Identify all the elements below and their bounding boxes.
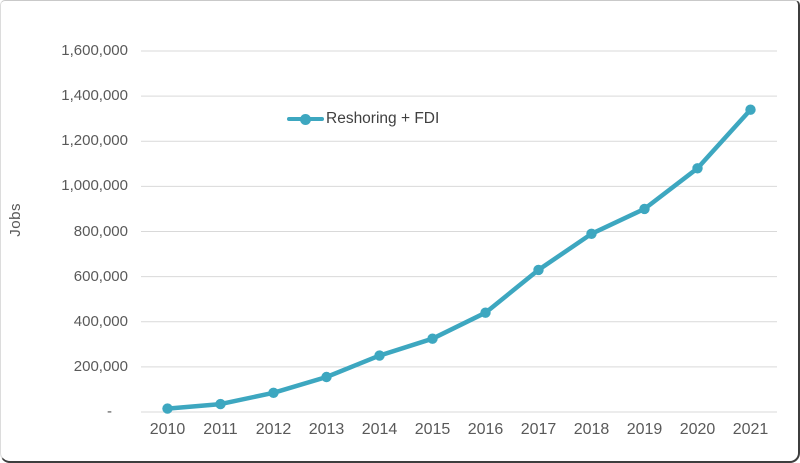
y-tick-label: 600,000 [73,267,128,285]
x-tick-label: 2013 [308,421,345,438]
x-tick-label: 2011 [203,421,238,438]
x-tick-label: 2019 [626,421,663,438]
x-tick-label: 2021 [732,421,769,438]
y-axis-title: Jobs [7,203,24,237]
x-tick-label: 2010 [149,421,186,438]
y-tick-label: 1,400,000 [61,87,128,105]
y-tick-label: 1,600,000 [61,42,128,59]
data-point-marker [639,203,650,215]
y-tick-label: 1,200,000 [61,132,128,150]
x-tick-label: 2018 [573,421,610,438]
legend-marker-icon [300,113,311,125]
legend-series-label: Reshoring + FDI [326,110,440,127]
legend: Reshoring + FDI [287,108,439,130]
data-point-marker [533,264,544,276]
x-tick-label: 2015 [414,421,451,438]
y-tick-label: 200,000 [73,357,128,375]
x-tick-label: 2012 [255,421,292,438]
y-tick-label: 400,000 [73,312,128,330]
x-tick-label: 2017 [520,421,557,438]
legend-line-icon [287,113,324,125]
data-point-marker [692,163,703,174]
x-tick-label: 2016 [467,421,504,438]
data-point-marker [321,371,332,383]
data-point-marker [586,228,597,239]
data-point-marker [480,307,491,318]
data-point-marker [427,333,438,344]
data-point-marker [745,104,756,115]
data-point-marker [374,350,385,361]
y-tick-label: - [107,403,112,420]
y-tick-label: 800,000 [73,222,128,240]
data-point-marker [215,398,226,410]
data-point-marker [268,387,279,398]
y-tick-label: 1,000,000 [61,177,128,195]
x-tick-label: 2014 [361,421,398,438]
series-line [165,107,753,411]
x-tick-label: 2020 [679,421,716,438]
data-point-marker [162,403,173,414]
